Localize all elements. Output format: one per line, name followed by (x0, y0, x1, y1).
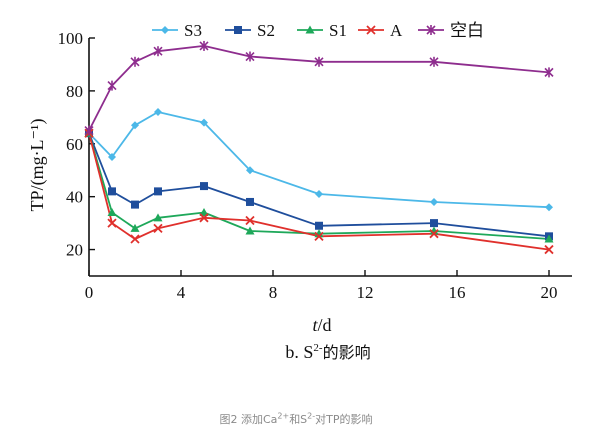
series-1-point (108, 153, 116, 161)
subtitle-superscript: 2- (313, 342, 323, 354)
y-tick-label: 60 (66, 135, 83, 154)
series-2-point (246, 197, 254, 206)
series-5-point (314, 56, 324, 67)
caption-suffix: 对TP的影响 (315, 413, 373, 426)
figure-caption: 图2 添加Ca2+和S2-对TP的影响 (0, 411, 592, 427)
y-tick-label: 100 (58, 29, 84, 48)
series-3-point (130, 223, 140, 232)
legend-swatch-marker (234, 26, 242, 34)
legend-swatch-marker (161, 26, 169, 34)
x-axis-unit: /d (318, 315, 332, 335)
x-tick-label: 0 (85, 283, 94, 302)
caption-superscript-s: 2- (307, 411, 316, 421)
y-axis-title: TP/(mg·L⁻¹) (27, 119, 48, 212)
series-5-point (429, 56, 439, 67)
series-markers (84, 40, 554, 255)
legend-swatch-marker (305, 25, 315, 34)
x-tick-label: 8 (269, 283, 278, 302)
series-5-point (84, 125, 94, 136)
legend-swatch-marker (426, 25, 436, 35)
caption-superscript-ca: 2+ (277, 411, 290, 421)
x-tick-label: 12 (357, 283, 374, 302)
chart-subtitle: b. S2-的影响 (285, 342, 370, 362)
series-5-point (107, 80, 117, 91)
legend-item: S1 (297, 21, 347, 40)
series-4-point (245, 215, 255, 226)
series-1-point (315, 190, 323, 199)
y-tick-label: 80 (66, 82, 83, 101)
x-tick-label: 4 (177, 283, 186, 302)
series-5-point (130, 56, 140, 67)
legend-label: S3 (184, 21, 202, 40)
series-2-point (154, 187, 162, 196)
series-1-point (154, 108, 162, 117)
axes (88, 38, 572, 277)
series-3-point (245, 226, 255, 235)
series-4-point (107, 218, 117, 228)
series-2-point (200, 182, 208, 191)
series-2-point (131, 200, 139, 209)
series-2-point (430, 219, 438, 228)
x-tick-label: 16 (449, 283, 466, 302)
series-5-point (544, 67, 554, 78)
series-4-point (314, 231, 324, 241)
x-axis-title: t/d (312, 315, 331, 335)
series-1-point (246, 166, 254, 175)
legend-label: S1 (329, 21, 347, 40)
series-5-point (199, 40, 209, 51)
series-4-point (199, 213, 209, 223)
series-3-point (153, 213, 163, 222)
series-1-point (545, 203, 553, 212)
legend-swatch-marker (366, 25, 376, 35)
subtitle-suffix: 的影响 (323, 343, 371, 362)
caption-prefix: 图2 添加Ca (219, 413, 278, 426)
series-4-point (544, 244, 554, 255)
chart: S3 S2 S1 A 空白 20 40 60 80 100 0 4 8 12 16 20 TP/(mg·L⁻… (27, 21, 572, 362)
caption-middle: 和S (289, 413, 308, 426)
legend-item: S2 (225, 21, 275, 40)
series-3-point (199, 208, 209, 217)
series-1-point (200, 118, 208, 127)
series-4-point (130, 234, 140, 244)
subtitle-prefix: b. S (285, 342, 313, 362)
series-1-point (131, 121, 139, 130)
legend: S3 S2 S1 A 空白 (152, 21, 484, 41)
legend-label: A (390, 21, 403, 40)
series-4-point (153, 223, 163, 234)
series-1-point (430, 197, 438, 206)
legend-label: 空白 (450, 21, 484, 41)
series-5-point (245, 51, 255, 62)
x-tick-label: 20 (541, 283, 558, 302)
series-3-point (544, 234, 554, 243)
series-5-point (153, 46, 163, 57)
legend-item: 空白 (418, 21, 484, 41)
legend-item: A (358, 21, 403, 40)
series-4-point (429, 229, 439, 239)
ticks: 20 40 60 80 100 0 4 8 12 16 20 (58, 29, 558, 302)
y-tick-label: 20 (66, 241, 83, 260)
x-axis-variable: t (312, 315, 318, 335)
legend-item: S3 (152, 21, 202, 40)
legend-label: S2 (257, 21, 275, 40)
series-2-point (108, 187, 116, 196)
series-2-point (315, 221, 323, 230)
y-tick-label: 40 (66, 188, 83, 207)
series-3-point (107, 208, 117, 217)
